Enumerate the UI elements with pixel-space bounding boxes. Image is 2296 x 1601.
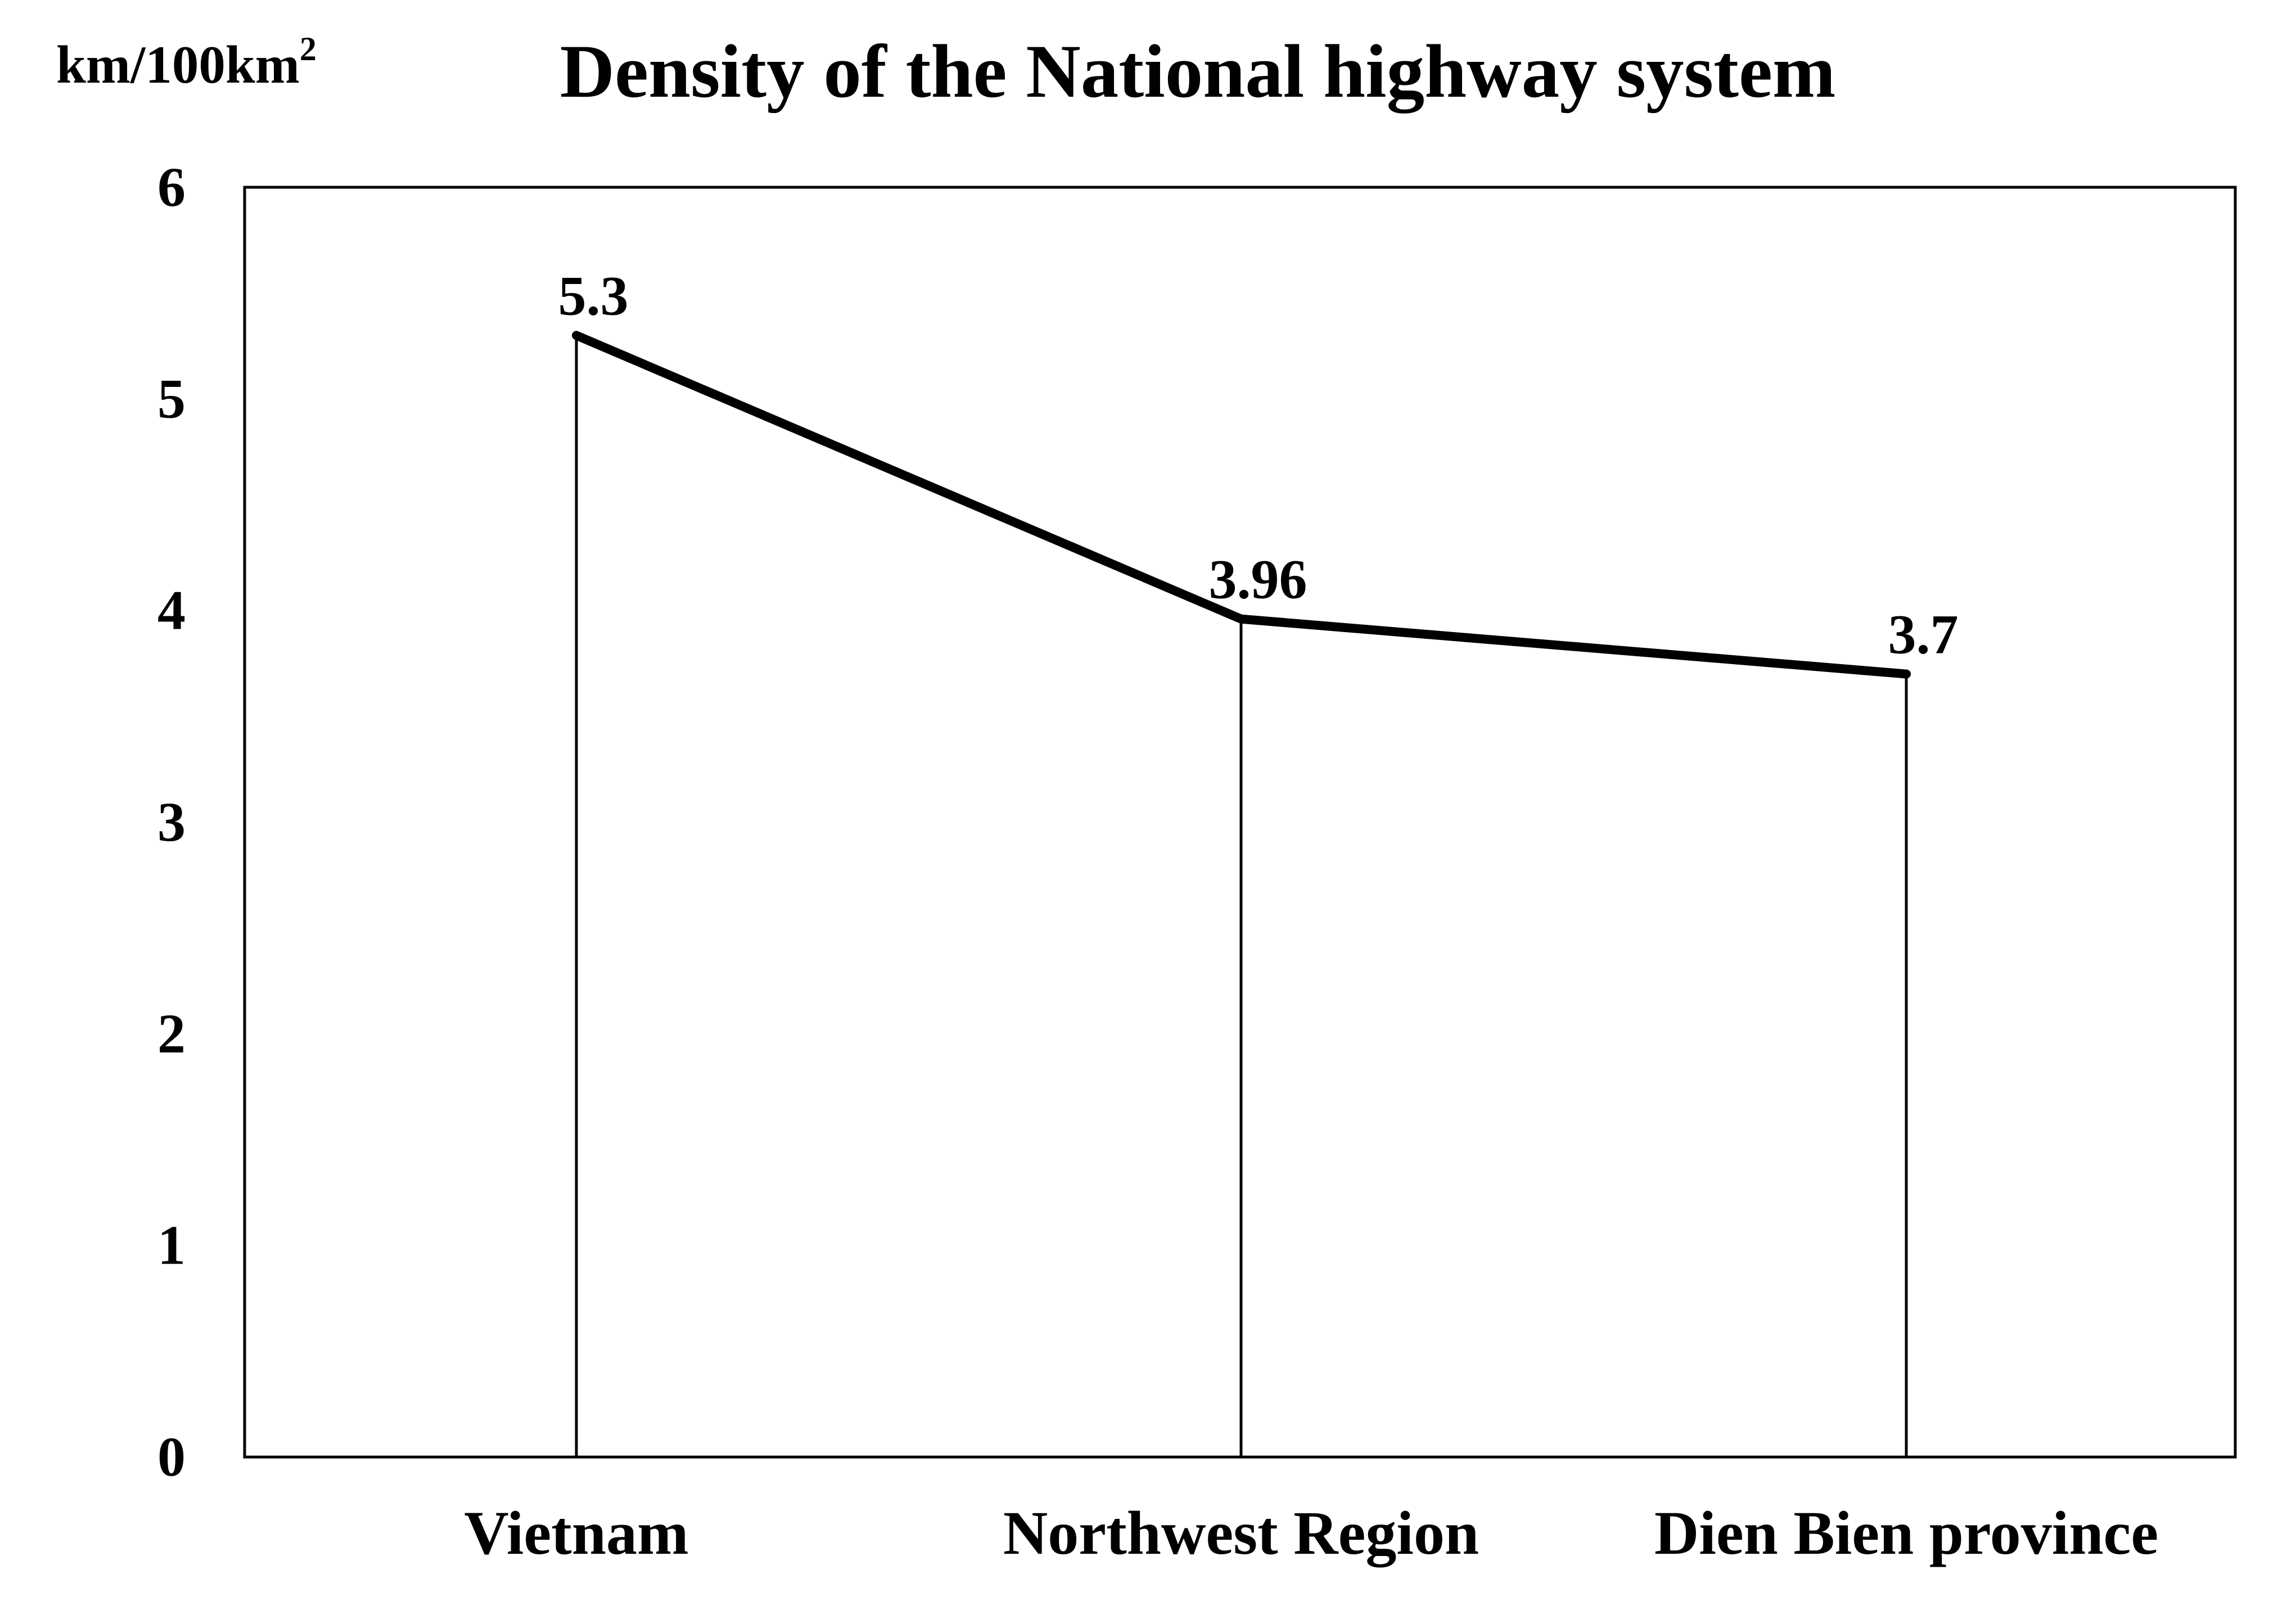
y-axis-unit-superscript: 2 bbox=[300, 30, 317, 67]
data-label: 3.96 bbox=[1209, 548, 1307, 611]
chart-title: Density of the National highway system bbox=[560, 30, 1836, 114]
y-tick-label: 6 bbox=[157, 156, 186, 218]
x-tick-label: Vietnam bbox=[464, 1499, 688, 1567]
y-tick-label: 4 bbox=[157, 579, 186, 642]
y-axis-unit-label: km/100km2 bbox=[56, 30, 317, 94]
y-tick-label: 0 bbox=[157, 1426, 186, 1488]
drop-lines bbox=[575, 335, 1908, 1457]
y-tick-label: 3 bbox=[157, 791, 186, 853]
y-axis-unit-text: km/100km bbox=[56, 35, 300, 94]
x-tick-label: Northwest Region bbox=[1003, 1499, 1479, 1567]
series-line bbox=[572, 331, 1911, 679]
y-tick-label: 2 bbox=[157, 1002, 186, 1065]
x-tick-label: Dien Bien province bbox=[1654, 1499, 2158, 1567]
data-label: 5.3 bbox=[558, 264, 629, 327]
data-labels: 5.3 3.96 3.7 bbox=[558, 264, 1959, 665]
x-axis-labels: Vietnam Northwest Region Dien Bien provinc… bbox=[464, 1499, 2158, 1567]
y-axis-ticks: 0 1 2 3 4 5 6 bbox=[157, 156, 186, 1488]
y-tick-label: 1 bbox=[157, 1214, 186, 1277]
y-tick-label: 5 bbox=[157, 367, 186, 430]
data-label: 3.7 bbox=[1888, 603, 1959, 666]
